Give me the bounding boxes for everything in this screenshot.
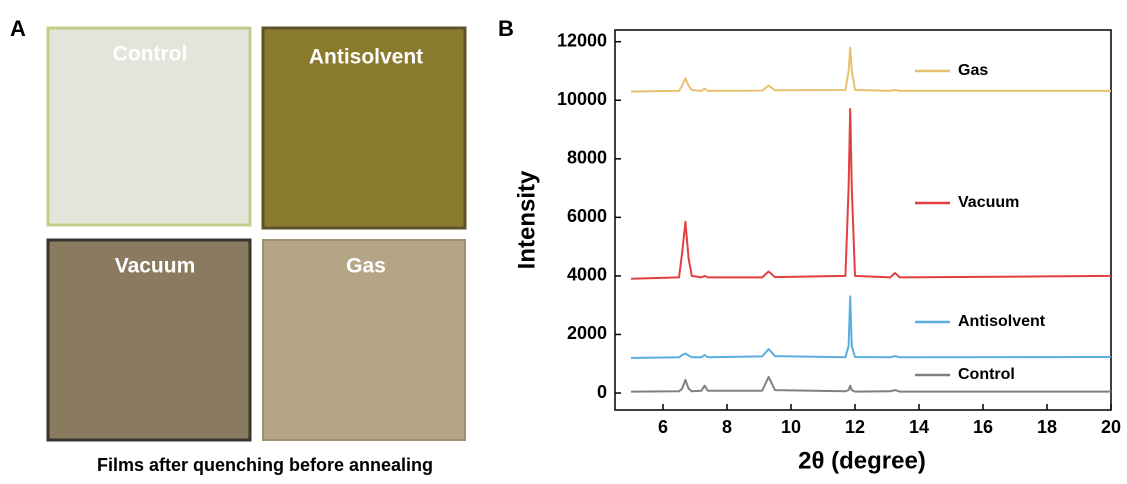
film-photo (46, 238, 252, 442)
x-tick-label: 20 (1101, 417, 1121, 437)
y-tick-label: 0 (597, 382, 607, 402)
y-tick-label: 8000 (567, 148, 607, 168)
film-photo (262, 239, 466, 441)
film-photo (46, 26, 252, 227)
film-label: Gas (346, 255, 386, 278)
film-label: Control (113, 43, 188, 66)
series-line (630, 108, 1112, 280)
x-tick-label: 16 (973, 417, 993, 437)
legend-label: Vacuum (958, 194, 1019, 211)
film-label: Antisolvent (309, 46, 423, 69)
y-axis-label: Intensity (513, 170, 540, 269)
panel-label: A (10, 16, 26, 41)
y-tick-label: 12000 (557, 30, 607, 50)
y-tick-label: 2000 (567, 323, 607, 343)
series-line (630, 46, 1111, 93)
y-tick-label: 10000 (557, 89, 607, 109)
series-line (630, 375, 1111, 393)
plot-frame (614, 29, 1112, 411)
x-tick-label: 10 (781, 417, 801, 437)
caption: Films after quenching before annealing (97, 455, 433, 475)
x-tick-label: 12 (845, 417, 865, 437)
legend-label: Antisolvent (958, 313, 1046, 330)
legend-label: Control (958, 366, 1015, 383)
film-label: Vacuum (115, 255, 196, 278)
legend-label: Gas (958, 62, 988, 79)
y-tick-label: 6000 (567, 206, 607, 226)
panel-label: B (498, 16, 514, 41)
x-tick-label: 14 (909, 417, 929, 437)
x-tick-label: 8 (722, 417, 732, 437)
film-photo (261, 26, 467, 230)
y-tick-label: 4000 (567, 265, 607, 285)
series-line (630, 295, 1112, 359)
x-tick-label: 6 (658, 417, 668, 437)
x-axis-label: 2θ (degree) (798, 447, 926, 474)
x-tick-label: 18 (1037, 417, 1057, 437)
